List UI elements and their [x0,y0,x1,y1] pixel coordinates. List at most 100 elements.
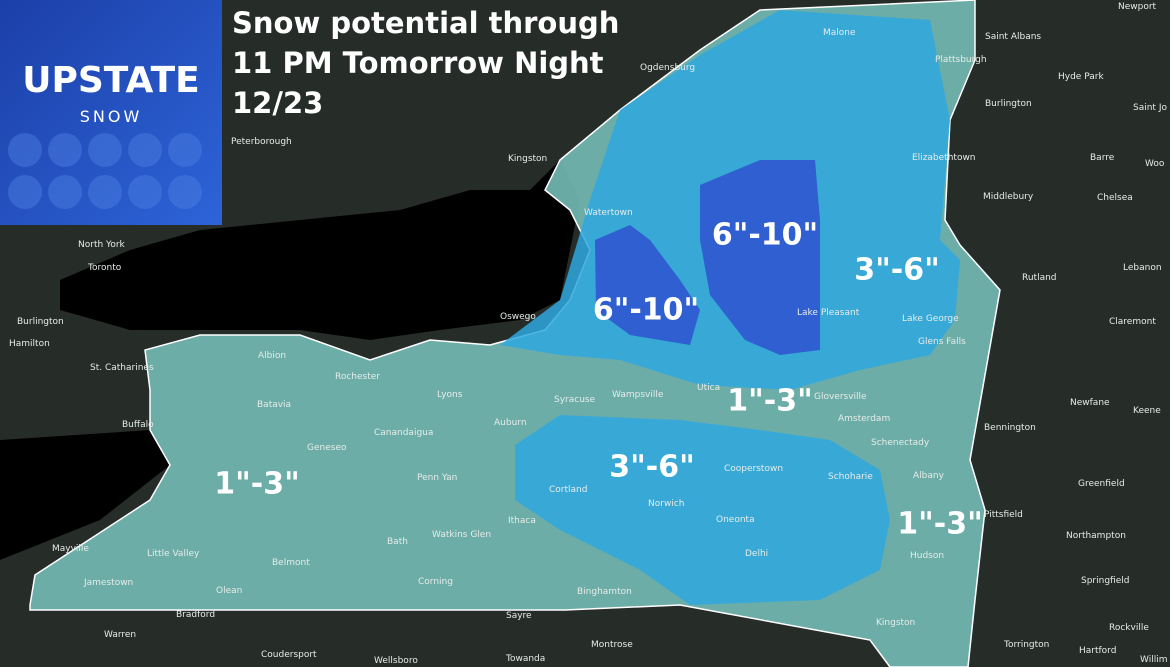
place-label: Warren [104,630,136,640]
logo-subtitle: SNOW [80,107,143,126]
place-label: Bath [387,537,408,547]
place-label: Geneseo [307,443,347,453]
place-label: Little Valley [147,549,200,559]
place-label: Schoharie [828,472,873,482]
place-label: Chelsea [1097,193,1133,203]
place-label: Plattsburgh [935,55,987,65]
place-label: Gloversville [814,392,867,402]
place-label: Auburn [494,418,527,428]
place-label: Newfane [1070,398,1110,408]
place-label: Hamilton [9,339,50,349]
zone-label: 3"-6" [609,450,694,485]
place-label: Claremont [1109,317,1156,327]
place-label: Canandaigua [374,428,433,438]
zone-3-6-south [515,415,890,605]
place-label: Cooperstown [724,464,783,474]
place-label: Cortland [549,485,587,495]
place-label: Amsterdam [838,414,890,424]
lake-erie [0,430,170,560]
place-label: Saint Albans [985,32,1041,42]
place-label: Belmont [272,558,310,568]
place-label: Jamestown [83,578,133,588]
place-label: Burlington [17,317,64,327]
header-line: 12/23 [232,86,323,120]
place-label: Middlebury [983,192,1034,202]
place-label: Towanda [505,654,545,664]
zone-label: 1"-3" [214,467,299,502]
place-label: Torrington [1003,640,1049,650]
place-label: Binghamton [577,587,632,597]
place-label: Rockville [1109,623,1149,633]
place-label: Batavia [257,400,291,410]
place-label: Sayre [506,611,532,621]
logo-dots [8,133,202,209]
zone-label: 3"-6" [854,253,939,288]
zone-label: 1"-3" [727,384,812,419]
place-label: Keene [1133,406,1161,416]
place-label: Saint Jo [1133,103,1167,113]
place-label: Pittsfield [984,510,1023,520]
place-label: Northampton [1066,531,1126,541]
place-label: Wampsville [612,390,664,400]
place-label: Ithaca [508,516,536,526]
place-label: Olean [216,586,242,596]
place-label: Rutland [1022,273,1057,283]
place-label: Rochester [335,372,380,382]
header-line: 11 PM Tomorrow Night [232,46,604,80]
place-label: Lake Pleasant [797,308,860,318]
place-label: Watertown [584,208,633,218]
place-label: Toronto [87,263,122,273]
place-label: Lebanon [1123,263,1162,273]
place-label: Schenectady [871,438,930,448]
place-label: Watkins Glen [432,530,491,540]
place-label: Newport [1118,2,1157,12]
place-label: Utica [697,383,720,393]
place-label: Bennington [984,423,1036,433]
place-label: Peterborough [231,137,292,147]
place-label: Hudson [910,551,944,561]
zone-label: 6"-10" [712,218,818,253]
place-label: Elizabethtown [912,153,976,163]
place-label: Ogdensburg [640,63,695,73]
zone-label: 6"-10" [593,293,699,328]
place-label: Willim [1140,655,1167,665]
place-label: Albany [913,471,945,481]
place-label: Barre [1090,153,1115,163]
logo-title: UPSTATE [22,60,200,101]
place-label: Burlington [985,99,1032,109]
place-label: Glens Falls [918,337,966,347]
zone-labels: 6"-10" 6"-10" 3"-6" 1"-3" 3"-6" 1"-3" 1"-3" [214,218,982,542]
place-label: Kingston [508,154,547,164]
place-label: Montrose [591,640,633,650]
place-label: Lyons [437,390,463,400]
place-label: North York [78,240,126,250]
place-label: Hyde Park [1058,72,1104,82]
place-label: Hartford [1079,646,1116,656]
place-label: Woo [1145,159,1165,169]
place-label: Delhi [745,549,768,559]
place-label: Albion [258,351,286,361]
place-label: Springfield [1081,576,1129,586]
place-label: Oneonta [716,515,755,525]
place-label: Wellsboro [374,656,418,666]
header-line: Snow potential through [232,6,619,40]
place-label: Mayville [52,544,89,554]
zone-6-10-east [700,160,820,355]
lake-ontario [60,160,580,340]
place-label: Corning [418,577,453,587]
place-label: Penn Yan [417,473,457,483]
place-label: Bradford [176,610,215,620]
place-label: Oswego [500,312,536,322]
place-label: Norwich [648,499,684,509]
place-label: Buffalo [122,420,154,430]
place-label: Coudersport [261,650,317,660]
place-label: Lake George [902,314,959,324]
place-label: St. Catharines [90,363,154,373]
zone-label: 1"-3" [897,507,982,542]
place-label: Greenfield [1078,479,1125,489]
place-label: Kingston [876,618,915,628]
place-labels: Newport Saint Albans Hyde Park Plattsburgh M… [9,2,1167,666]
place-label: Syracuse [554,395,596,405]
